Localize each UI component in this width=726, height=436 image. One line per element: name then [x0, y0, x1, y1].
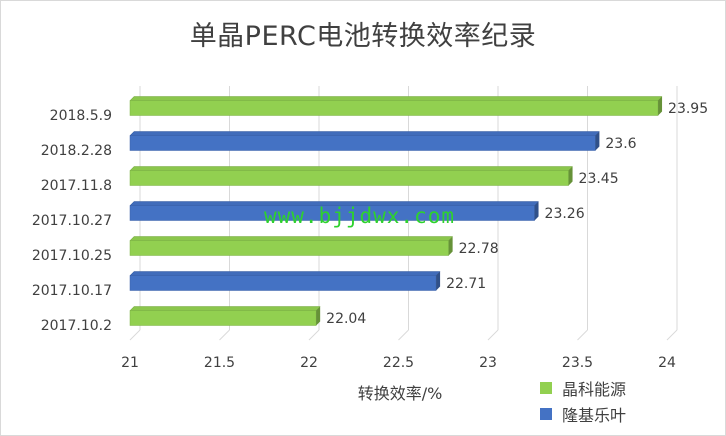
gridline-floor: [577, 329, 588, 341]
bar: [129, 135, 596, 151]
data-label: 23.95: [668, 101, 708, 117]
bar: [129, 170, 569, 186]
y-tick-label: 2017.10.27: [32, 213, 112, 229]
x-axis-title: 转换效率/%: [357, 384, 443, 403]
data-label: 22.78: [459, 241, 499, 257]
x-tick-label: 21.5: [204, 355, 235, 371]
x-tick-label: 22.5: [383, 355, 414, 371]
legend-swatch-jinko: [540, 382, 552, 394]
gridline-floor: [129, 329, 141, 341]
chart-title: 单晶PERC电池转换效率纪录: [189, 21, 537, 52]
x-tick-label: 21: [121, 355, 139, 371]
bar-top: [129, 131, 601, 136]
legend-label-jinko: 晶科能源: [562, 380, 627, 399]
bar-top: [129, 306, 321, 311]
data-label: 23.6: [605, 136, 636, 152]
bar-side: [316, 306, 321, 326]
bar-side: [436, 271, 441, 291]
legend-label-longi: 隆基乐叶: [562, 406, 627, 425]
bar-side: [568, 166, 573, 186]
bar: [129, 310, 317, 326]
data-label: 22.04: [326, 311, 366, 327]
y-tick-label: 2017.10.17: [32, 283, 112, 299]
bar: [129, 100, 659, 116]
bar-side: [595, 131, 600, 151]
bar-top: [129, 271, 441, 276]
legend-swatch-longi: [540, 408, 552, 420]
data-label: 23.45: [579, 171, 619, 187]
bar-top: [129, 236, 454, 241]
bar: [129, 240, 449, 256]
y-tick-label: 2018.5.9: [50, 108, 112, 124]
y-tick-label: 2017.10.25: [32, 248, 112, 264]
x-tick-label: 24: [658, 355, 676, 371]
x-tick-label: 23: [479, 355, 497, 371]
y-tick-label: 2017.10.2: [41, 318, 112, 334]
bar-side: [534, 201, 539, 221]
legend: 晶科能源 隆基乐叶: [540, 375, 626, 427]
gridline-floor: [308, 329, 320, 341]
gridline-floor: [219, 329, 230, 341]
y-tick-label: 2018.2.28: [41, 143, 112, 159]
x-tick-label: 23.5: [562, 355, 593, 371]
gridline-floor: [398, 329, 409, 341]
gridline-floor: [487, 329, 499, 341]
bar-side: [448, 236, 453, 256]
legend-item-longi: 隆基乐叶: [540, 401, 626, 427]
gridline-floor: [666, 329, 678, 341]
watermark: www.bjjdwx.com: [264, 204, 456, 228]
bar-top: [129, 166, 574, 171]
bar: [129, 275, 437, 291]
bar-top: [129, 96, 663, 101]
data-label: 22.71: [446, 276, 486, 292]
y-tick-label: 2017.11.8: [41, 178, 112, 194]
bar-side: [658, 96, 663, 116]
data-label: 23.26: [545, 206, 585, 222]
x-tick-label: 22: [300, 355, 318, 371]
legend-item-jinko: 晶科能源: [540, 375, 626, 401]
